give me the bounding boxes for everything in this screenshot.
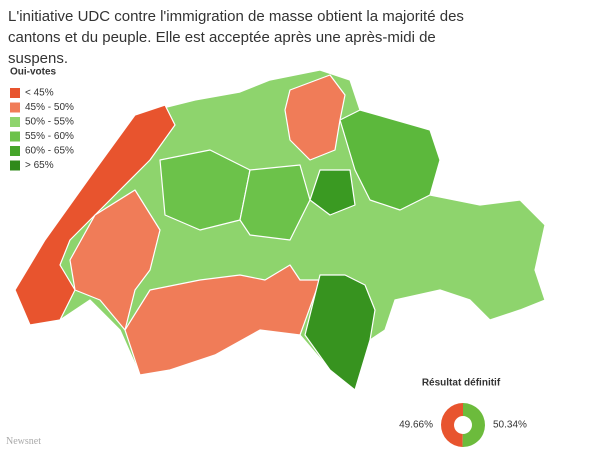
legend-label: 55% - 60% <box>25 131 74 142</box>
legend-title: Oui-votes <box>10 67 57 78</box>
legend-swatch <box>10 102 20 113</box>
canton <box>239 164 311 241</box>
legend-label: 45% - 50% <box>25 102 74 113</box>
pie-slice <box>462 403 485 447</box>
cantons <box>14 69 546 391</box>
canton <box>284 74 346 161</box>
pie-slice <box>440 403 463 447</box>
legend-label: 50% - 55% <box>25 117 74 128</box>
canton <box>124 264 321 376</box>
legend-label: > 65% <box>25 160 54 171</box>
pie-label: 50.34% <box>493 420 527 431</box>
canton <box>309 169 356 216</box>
canton <box>339 109 441 211</box>
legend-swatch <box>10 117 20 127</box>
pie: 49.66% 50.34% <box>399 403 527 447</box>
legend-swatch <box>10 146 20 156</box>
legend-label: < 45% <box>25 88 54 99</box>
legend-swatch <box>10 160 20 171</box>
legend-swatch <box>10 88 20 98</box>
legend-swatch <box>10 131 20 142</box>
canton <box>304 274 376 391</box>
pie-title: Résultat définitif <box>422 378 501 389</box>
canton <box>69 189 161 331</box>
pie-label: 49.66% <box>399 420 433 431</box>
source: Newsnet <box>6 436 41 447</box>
legend: < 45% 45% - 50% 50% - 55% 55% - 60% 60% - 65… <box>10 88 74 171</box>
legend-label: 60% - 65% <box>25 146 74 157</box>
title: L'initiative UDC contre l'immigration de… <box>8 8 464 67</box>
